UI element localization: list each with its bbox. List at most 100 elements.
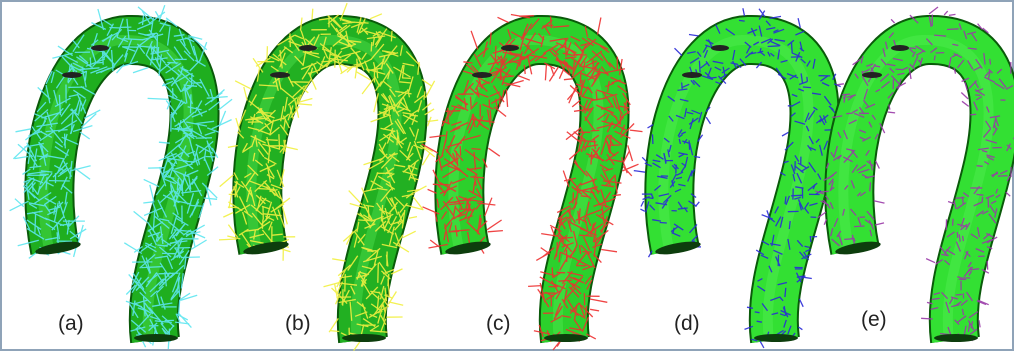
vector bbox=[377, 69, 378, 78]
vector bbox=[219, 239, 237, 240]
vector bbox=[963, 236, 964, 241]
vector bbox=[573, 192, 574, 203]
vector bbox=[167, 63, 178, 64]
vector bbox=[371, 42, 372, 52]
vector bbox=[842, 94, 850, 95]
vector bbox=[846, 113, 852, 114]
vector bbox=[785, 196, 786, 204]
vector bbox=[552, 267, 553, 277]
aorta-end bbox=[544, 334, 588, 342]
vector bbox=[500, 97, 501, 107]
vector bbox=[990, 59, 991, 65]
branch bbox=[501, 45, 519, 51]
vector bbox=[710, 77, 716, 78]
branch bbox=[891, 45, 909, 51]
vector bbox=[810, 236, 811, 242]
vector bbox=[807, 77, 808, 82]
vector bbox=[820, 191, 828, 192]
vector bbox=[854, 226, 864, 227]
vector bbox=[591, 152, 592, 165]
vector bbox=[524, 65, 525, 74]
vector bbox=[785, 288, 786, 297]
vector bbox=[660, 223, 667, 224]
figure: (a) (b) (c) (d) (e) bbox=[0, 0, 1014, 351]
vector bbox=[65, 134, 66, 149]
vector bbox=[446, 111, 461, 112]
vector bbox=[803, 87, 811, 88]
vector bbox=[953, 219, 954, 226]
vector bbox=[682, 83, 683, 89]
vector bbox=[519, 16, 534, 17]
vector bbox=[574, 55, 587, 56]
branch bbox=[472, 72, 492, 78]
panel-label: (a) bbox=[58, 312, 84, 335]
vector bbox=[388, 274, 389, 286]
branch bbox=[62, 72, 82, 78]
branch bbox=[270, 72, 290, 78]
vector bbox=[974, 269, 979, 270]
vector bbox=[977, 166, 983, 167]
vector bbox=[580, 71, 581, 84]
vector bbox=[182, 257, 200, 258]
vector bbox=[279, 134, 280, 149]
vector bbox=[312, 9, 313, 20]
vector bbox=[921, 318, 933, 319]
vector bbox=[975, 95, 980, 96]
vector bbox=[755, 312, 760, 313]
branch bbox=[862, 72, 882, 78]
branch bbox=[91, 45, 109, 51]
vector bbox=[378, 263, 379, 283]
vector bbox=[947, 29, 959, 30]
panel-label: (d) bbox=[674, 312, 700, 335]
vector bbox=[591, 130, 600, 131]
aorta-end bbox=[754, 334, 798, 342]
branch bbox=[299, 45, 317, 51]
vector bbox=[982, 197, 983, 203]
vector bbox=[472, 149, 481, 150]
aorta-end bbox=[342, 334, 386, 342]
vector bbox=[157, 33, 158, 53]
vector bbox=[870, 182, 871, 191]
vector bbox=[490, 110, 491, 121]
vector bbox=[551, 17, 552, 29]
vector bbox=[90, 58, 91, 68]
vector bbox=[564, 79, 573, 80]
vector bbox=[495, 46, 496, 62]
vector bbox=[501, 71, 502, 80]
vector bbox=[791, 42, 792, 54]
vector bbox=[528, 286, 542, 287]
panel-label: (c) bbox=[486, 312, 511, 335]
vector bbox=[888, 112, 896, 113]
vector bbox=[270, 146, 283, 147]
vector bbox=[448, 202, 459, 203]
vector bbox=[689, 140, 690, 149]
vector bbox=[955, 198, 964, 199]
vector bbox=[969, 269, 975, 270]
vector bbox=[40, 174, 49, 175]
panel-label: (b) bbox=[285, 312, 311, 335]
vector bbox=[471, 97, 472, 108]
vector bbox=[934, 55, 935, 60]
branch bbox=[682, 72, 702, 78]
panel-label: (e) bbox=[861, 308, 887, 331]
vector bbox=[330, 331, 339, 332]
vector bbox=[789, 221, 790, 229]
vector bbox=[266, 140, 278, 141]
vector bbox=[909, 48, 916, 49]
vector bbox=[257, 112, 272, 113]
vector bbox=[262, 219, 263, 228]
vector bbox=[976, 194, 983, 195]
vector bbox=[187, 86, 198, 87]
vector bbox=[402, 78, 411, 79]
vector bbox=[956, 294, 962, 295]
vector bbox=[768, 46, 780, 47]
vector bbox=[970, 114, 976, 115]
vector bbox=[699, 61, 700, 73]
vector bbox=[987, 261, 988, 270]
aorta-end bbox=[934, 334, 978, 342]
vector bbox=[35, 214, 36, 233]
vector bbox=[739, 20, 745, 21]
branch bbox=[711, 45, 729, 51]
aorta-end bbox=[134, 334, 178, 342]
vector bbox=[173, 88, 174, 99]
